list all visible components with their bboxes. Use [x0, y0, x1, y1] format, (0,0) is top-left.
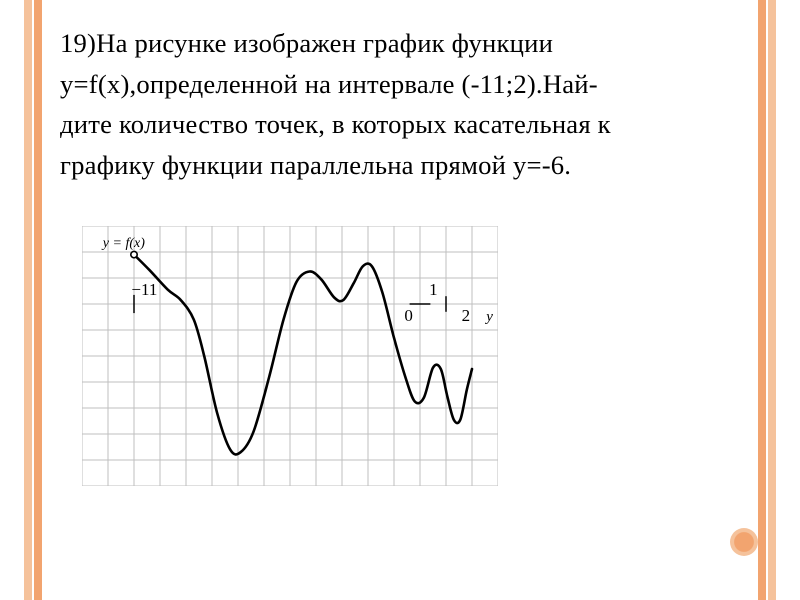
svg-text:0: 0: [404, 306, 413, 325]
problem-text: 19)На рисунке изображен график функции y…: [60, 24, 760, 187]
svg-text:2: 2: [462, 306, 471, 325]
svg-text:y = f(x): y = f(x): [101, 236, 145, 251]
problem-line-2: y=f(x),определенной на интервале (-11;2)…: [60, 65, 760, 104]
function-chart: y = f(x) −11 10 2y: [82, 226, 642, 538]
problem-line-1: 19)На рисунке изображен график функции: [60, 24, 760, 63]
stripe-right-outer: [768, 0, 776, 600]
problem-line-3: дите количество точек, в которых касател…: [60, 105, 760, 144]
svg-text:1: 1: [429, 280, 438, 299]
stripe-left-inner: [34, 0, 42, 600]
svg-text:−11: −11: [131, 280, 157, 299]
corner-dot: [730, 528, 758, 556]
stripe-left-outer: [24, 0, 32, 600]
svg-text:y: y: [484, 309, 493, 325]
problem-line-4: графику функции параллельна прямой y=-6.: [60, 146, 760, 185]
chart-svg: y = f(x) −11 10 2y: [82, 226, 498, 486]
